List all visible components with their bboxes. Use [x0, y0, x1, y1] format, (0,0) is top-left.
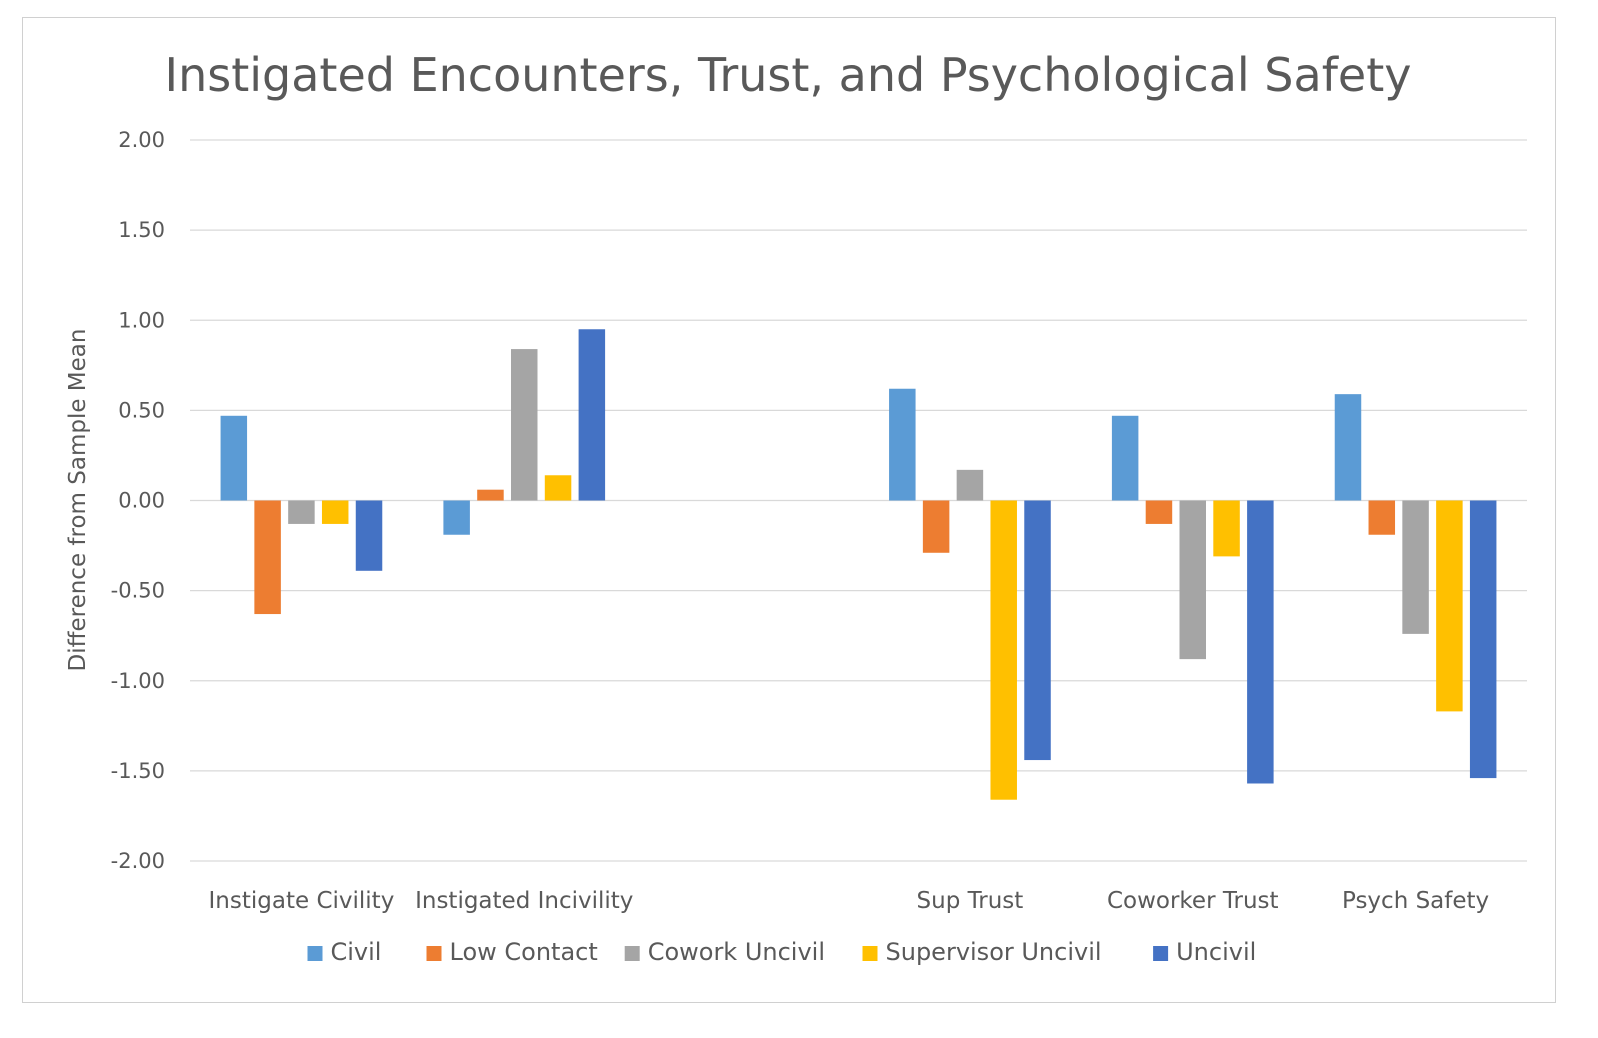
legend-swatch [1153, 946, 1169, 961]
bar-cowork-uncivil [288, 500, 315, 524]
y-tick-label: -1.50 [111, 759, 165, 783]
x-category-label: Instigated Incivility [415, 888, 633, 914]
y-tick-label: 0.50 [118, 398, 165, 422]
x-category-label: Psych Safety [1342, 888, 1489, 914]
legend-swatch [862, 946, 878, 961]
bar-uncivil [1469, 500, 1497, 779]
bar-low-contact [1145, 500, 1173, 524]
bar-supervisor-uncivil [321, 500, 349, 524]
bar-low-contact [1368, 500, 1396, 535]
bar-low-contact [254, 500, 281, 615]
gridlines [190, 139, 1527, 862]
x-axis-categories: Instigate Civility Instigated Incivility S… [209, 888, 1490, 914]
legend: Civil Low Contact Cowork Uncivil Supervisor… [307, 938, 1256, 966]
y-tick-label: 0.00 [118, 489, 165, 513]
bar-low-contact [477, 489, 504, 501]
bar-chart: Instigated Encounters, Trust, and Psycho… [65, 48, 1527, 966]
y-tick-label: -0.50 [111, 579, 165, 603]
legend-label: Supervisor Uncivil [886, 938, 1102, 966]
legend-swatch [426, 946, 442, 961]
x-category-label: Sup Trust [917, 888, 1024, 914]
bar-civil [1334, 394, 1362, 501]
bar-supervisor-uncivil [544, 475, 572, 501]
legend-label: Uncivil [1176, 938, 1256, 966]
y-tick-label: -2.00 [111, 849, 165, 873]
bar-supervisor-uncivil [990, 500, 1017, 800]
bar-uncivil [355, 500, 383, 571]
chart-title: Instigated Encounters, Trust, and Psycho… [165, 48, 1412, 102]
y-tick-label: 2.00 [118, 128, 165, 152]
chart-frame: Instigated Encounters, Trust, and Psycho… [22, 17, 1556, 1003]
y-axis-ticks: 2.00 1.50 1.00 0.50 0.00 -0.50 -1.00 -1.50 -2.00 [111, 128, 165, 873]
bar-civil [220, 415, 248, 501]
y-tick-label: -1.00 [111, 669, 165, 693]
bar-civil [1111, 415, 1139, 501]
bar-cowork-uncivil [1402, 500, 1429, 634]
legend-swatch [307, 946, 323, 961]
bar-supervisor-uncivil [1213, 500, 1240, 557]
bars [220, 329, 1497, 800]
y-axis-label: Difference from Sample Mean [65, 329, 91, 672]
legend-label: Cowork Uncivil [648, 938, 825, 966]
y-tick-label: 1.50 [118, 218, 165, 242]
bar-cowork-uncivil [956, 469, 984, 501]
bar-civil [443, 500, 470, 535]
bar-civil [889, 388, 916, 501]
x-category-label: Instigate Civility [209, 888, 395, 914]
bar-low-contact [922, 500, 950, 553]
bar-supervisor-uncivil [1436, 500, 1463, 712]
legend-label: Low Contact [450, 938, 598, 966]
legend-label: Civil [331, 938, 382, 966]
bar-cowork-uncivil [511, 349, 538, 501]
bar-uncivil [1024, 500, 1051, 761]
legend-swatch [624, 946, 640, 961]
bar-cowork-uncivil [1179, 500, 1206, 660]
bar-uncivil [1247, 500, 1274, 784]
y-tick-label: 1.00 [118, 308, 165, 332]
x-category-label: Coworker Trust [1107, 888, 1279, 914]
bar-uncivil [578, 329, 606, 501]
